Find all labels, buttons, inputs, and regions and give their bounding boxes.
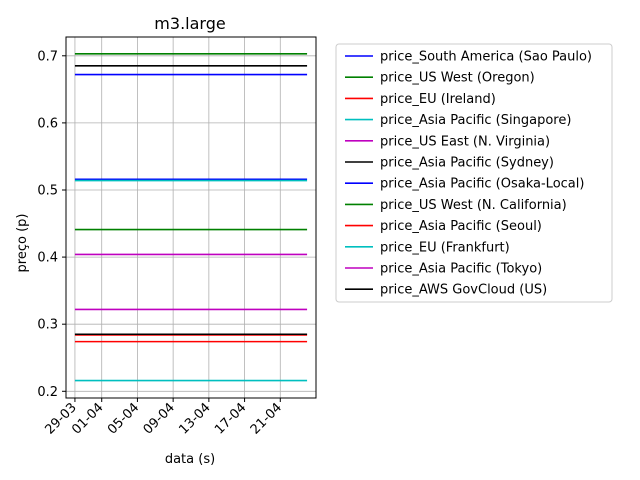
plot-frame — [65, 36, 317, 399]
x-tick-label: 21-04 — [248, 400, 285, 437]
legend-label: price_EU (Ireland) — [380, 92, 496, 107]
y-tick-label: 0.5 — [37, 183, 58, 198]
legend-label: price_Asia Pacific (Tokyo) — [380, 262, 542, 277]
legend-label: price_EU (Frankfurt) — [380, 240, 510, 255]
legend-label: price_Asia Pacific (Osaka-Local) — [380, 177, 584, 192]
y-tick-label: 0.3 — [37, 318, 58, 333]
x-tick-label: 01-04 — [69, 400, 106, 437]
legend-label: price_US East (N. Virginia) — [380, 134, 550, 149]
grid — [66, 37, 316, 398]
y-tick-label: 0.4 — [37, 251, 58, 266]
legend-label: price_Asia Pacific (Singapore) — [380, 113, 571, 128]
legend-label: price_South America (Sao Paulo) — [380, 50, 592, 65]
legend-frame — [335, 43, 613, 303]
legend-label: price_US West (Oregon) — [380, 71, 535, 86]
series-lines — [74, 52, 308, 382]
chart-title: m3.large — [154, 14, 225, 33]
y-axis-label: preço (p) — [15, 214, 30, 273]
x-tick-label: 17-04 — [212, 400, 249, 437]
x-tick-label: 13-04 — [176, 400, 213, 437]
y-tick-label: 0.6 — [37, 116, 58, 131]
y-tick-label: 0.2 — [37, 385, 58, 400]
legend-label: price_AWS GovCloud (US) — [380, 283, 547, 298]
legend-label: price_US West (N. California) — [380, 198, 567, 213]
x-tick-label: 09-04 — [141, 400, 178, 437]
legend-label: price_Asia Pacific (Sydney) — [380, 156, 554, 171]
legend: price_South America (Sao Paulo) price_US … — [335, 43, 613, 303]
legend-label: price_Asia Pacific (Seoul) — [380, 219, 542, 234]
y-tick-label: 0.7 — [37, 49, 58, 64]
x-axis-label: data (s) — [165, 452, 215, 467]
x-tick-label: 05-04 — [105, 400, 142, 437]
y-axis: 0.2 0.3 0.4 0.5 0.6 0.7 — [37, 49, 66, 400]
